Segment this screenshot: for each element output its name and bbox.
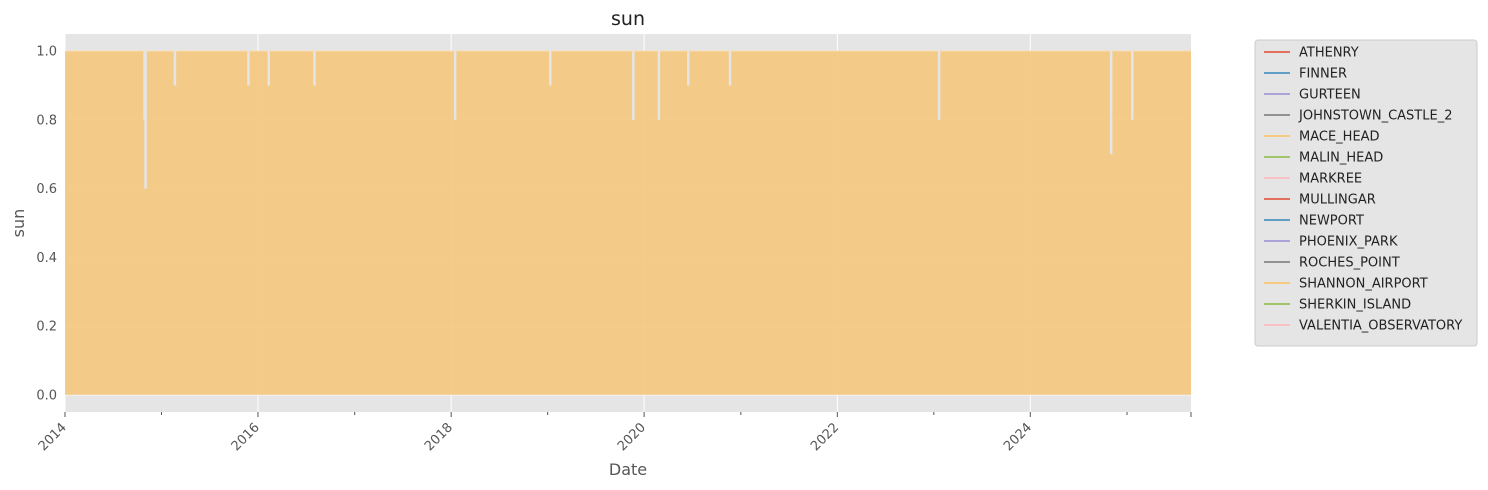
x-tick-label: 2016	[229, 420, 263, 454]
legend-entry-label: PHOENIX_PARK	[1299, 235, 1398, 250]
y-tick-label: 0.4	[36, 251, 57, 266]
area-dip	[143, 51, 146, 120]
area-dip	[728, 51, 732, 86]
y-tick-label: 1.0	[36, 45, 57, 60]
x-axis-label: Date	[609, 460, 647, 479]
area-dip	[1109, 51, 1113, 155]
legend-entry-label: GURTEEN	[1299, 88, 1361, 103]
legend-entry-label: MALIN_HEAD	[1299, 151, 1383, 166]
y-tick-label: 0.2	[36, 320, 57, 335]
area-dip	[937, 51, 941, 120]
legend-entry-label: MARKREE	[1299, 172, 1362, 187]
legend-entry-label: MULLINGAR	[1299, 193, 1376, 208]
area-dip	[657, 51, 661, 120]
legend-entry-label: SHERKIN_ISLAND	[1299, 298, 1411, 313]
x-tick-label: 2024	[1001, 420, 1035, 454]
legend-entry-label: NEWPORT	[1299, 214, 1364, 229]
data-area	[65, 50, 1191, 395]
y-tick-label: 0.6	[36, 182, 57, 197]
legend-entry-label: SHANNON_AIRPORT	[1299, 277, 1428, 292]
legend-entry-label: ATHENRY	[1299, 46, 1359, 61]
legend-box	[1254, 39, 1478, 347]
y-tick-label: 0.8	[36, 113, 57, 128]
y-axis-label: sun	[9, 209, 28, 238]
area-dip	[549, 51, 552, 86]
legend-entry-label: ROCHES_POINT	[1299, 256, 1400, 271]
area-dip	[267, 51, 271, 86]
area-dip	[173, 51, 177, 86]
legend-entry-label: MACE_HEAD	[1299, 130, 1380, 145]
area-dip	[687, 51, 690, 86]
x-tick-label: 2018	[422, 420, 456, 454]
y-tick-label: 0.0	[36, 388, 57, 403]
area-dip	[632, 51, 635, 120]
legend-entry-label: FINNER	[1299, 67, 1347, 82]
x-tick-label: 2022	[808, 420, 842, 454]
legend: ATHENRY FINNER GURTEEN JOHNSTOWN_CASTLE_2 MA…	[1254, 39, 1478, 347]
area-dip	[1131, 51, 1134, 120]
area-dip	[453, 51, 457, 120]
area-dip	[247, 51, 250, 86]
x-tick-label: 2014	[36, 420, 70, 454]
chart-title: sun	[611, 8, 645, 30]
x-tick-label: 2020	[615, 420, 649, 454]
legend-entry-label: JOHNSTOWN_CASTLE_2	[1298, 109, 1452, 124]
area-dip	[313, 51, 316, 86]
legend-entry-label: VALENTIA_OBSERVATORY	[1299, 319, 1462, 334]
area-fill	[65, 51, 1191, 395]
